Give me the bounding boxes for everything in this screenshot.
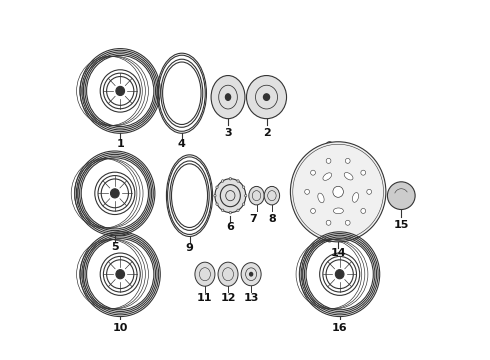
Ellipse shape xyxy=(221,180,224,182)
Ellipse shape xyxy=(111,189,119,198)
Ellipse shape xyxy=(225,94,231,100)
Ellipse shape xyxy=(318,193,324,203)
Text: 4: 4 xyxy=(178,139,186,149)
Ellipse shape xyxy=(218,262,238,286)
Text: 7: 7 xyxy=(249,214,257,224)
Ellipse shape xyxy=(211,76,245,119)
Ellipse shape xyxy=(241,263,261,286)
Circle shape xyxy=(388,182,415,210)
Ellipse shape xyxy=(116,86,124,95)
Ellipse shape xyxy=(335,270,344,279)
Ellipse shape xyxy=(361,208,366,213)
Ellipse shape xyxy=(216,186,218,189)
Ellipse shape xyxy=(367,189,371,194)
Ellipse shape xyxy=(264,186,280,205)
Ellipse shape xyxy=(345,220,350,225)
Ellipse shape xyxy=(237,209,239,212)
Ellipse shape xyxy=(333,208,343,214)
Text: 12: 12 xyxy=(220,293,236,303)
Ellipse shape xyxy=(323,173,332,180)
Text: 5: 5 xyxy=(111,242,119,252)
Ellipse shape xyxy=(245,194,247,197)
Ellipse shape xyxy=(305,189,310,194)
Ellipse shape xyxy=(215,179,246,213)
Ellipse shape xyxy=(361,170,366,175)
Text: 15: 15 xyxy=(393,220,409,230)
Ellipse shape xyxy=(345,158,350,163)
Text: 16: 16 xyxy=(332,323,347,333)
Text: 11: 11 xyxy=(197,293,213,303)
Text: 6: 6 xyxy=(226,222,234,232)
Text: 2: 2 xyxy=(263,128,270,138)
Ellipse shape xyxy=(246,76,287,119)
Ellipse shape xyxy=(352,193,359,202)
Ellipse shape xyxy=(326,220,331,225)
Ellipse shape xyxy=(249,273,253,276)
Ellipse shape xyxy=(214,194,216,197)
Ellipse shape xyxy=(311,170,316,175)
Ellipse shape xyxy=(116,270,124,279)
Text: 10: 10 xyxy=(113,323,128,333)
Ellipse shape xyxy=(326,158,331,163)
Ellipse shape xyxy=(216,203,218,206)
Text: 8: 8 xyxy=(268,214,276,224)
Ellipse shape xyxy=(344,172,353,180)
Ellipse shape xyxy=(264,94,270,100)
Ellipse shape xyxy=(229,177,231,180)
Ellipse shape xyxy=(229,211,231,214)
Ellipse shape xyxy=(291,142,386,242)
Ellipse shape xyxy=(311,208,316,213)
Ellipse shape xyxy=(221,209,224,212)
Ellipse shape xyxy=(249,186,264,205)
Text: 13: 13 xyxy=(244,293,259,303)
Text: 9: 9 xyxy=(186,243,194,253)
Text: 1: 1 xyxy=(116,139,124,149)
Ellipse shape xyxy=(243,186,245,189)
Ellipse shape xyxy=(237,180,239,182)
Text: 3: 3 xyxy=(224,128,232,138)
Text: 14: 14 xyxy=(330,248,346,258)
Ellipse shape xyxy=(243,203,245,206)
Ellipse shape xyxy=(195,262,215,286)
Ellipse shape xyxy=(333,186,343,197)
